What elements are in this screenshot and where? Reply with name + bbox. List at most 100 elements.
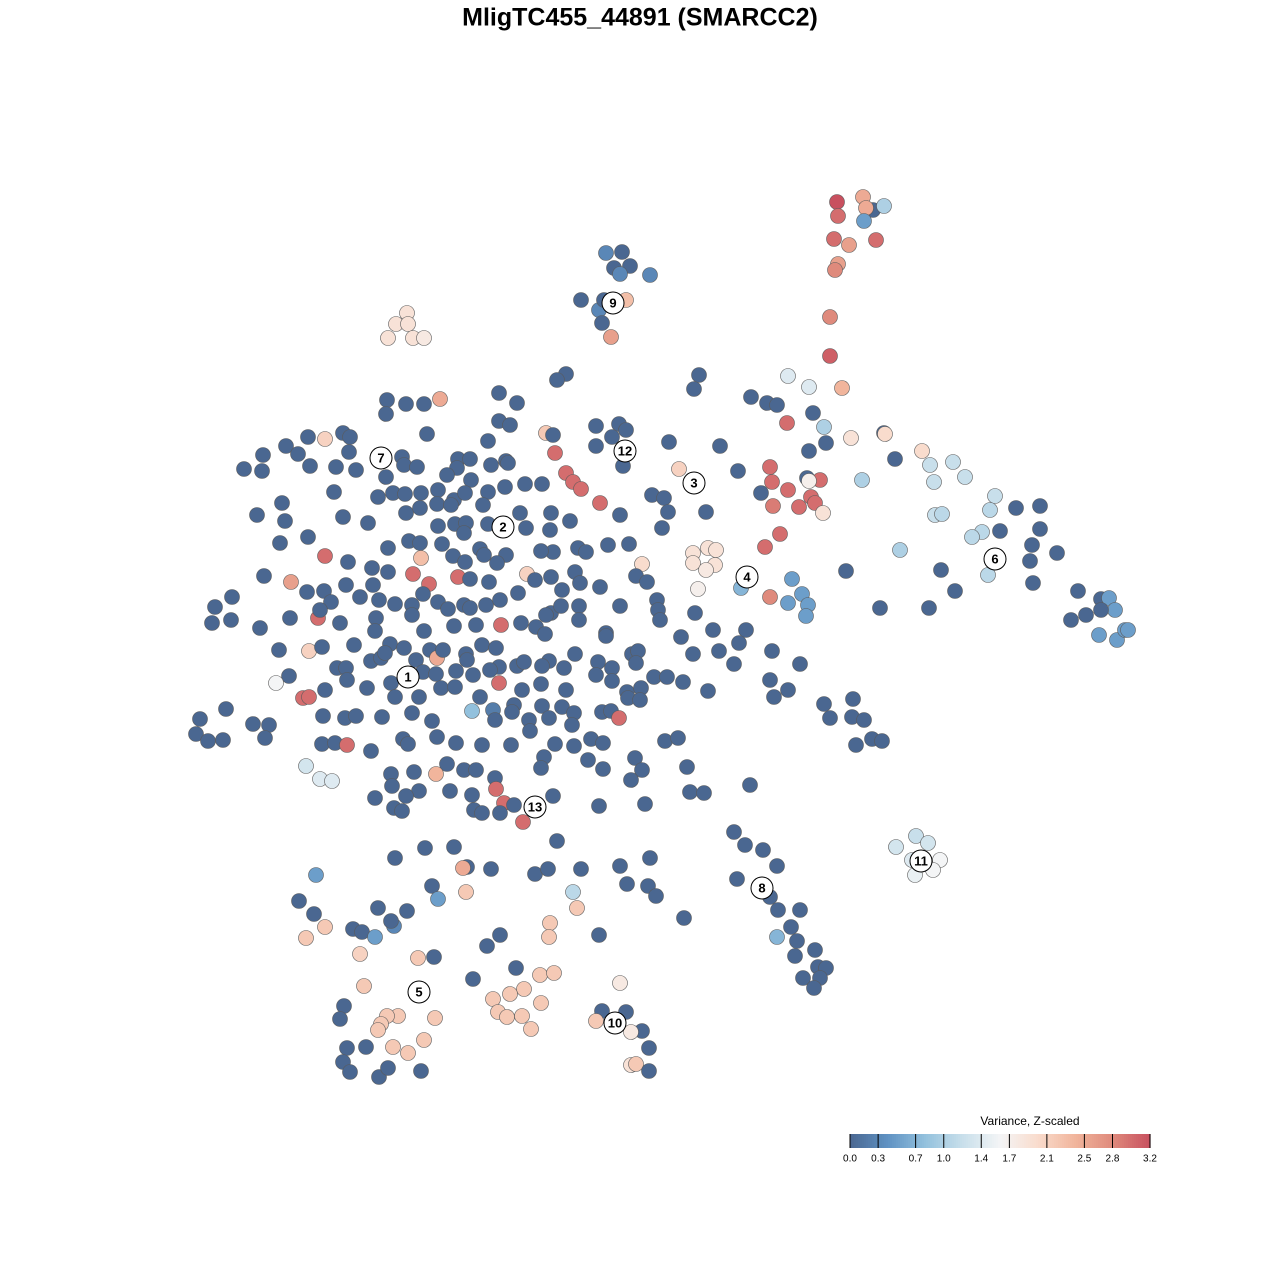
- point: [500, 455, 516, 471]
- point: [845, 691, 861, 707]
- colorbar-segment: [886, 1134, 889, 1148]
- point: [770, 902, 786, 918]
- colorbar-segment: [948, 1134, 951, 1148]
- point: [502, 417, 518, 433]
- points: [188, 189, 1136, 1085]
- colorbar-tick-label: 2.8: [1106, 1154, 1120, 1165]
- colorbar-segment: [1132, 1134, 1135, 1148]
- point: [604, 429, 620, 445]
- point: [619, 876, 635, 892]
- point: [780, 368, 796, 384]
- colorbar-segment: [1084, 1134, 1087, 1148]
- point: [805, 405, 821, 421]
- point: [274, 495, 290, 511]
- point: [553, 598, 569, 614]
- chart-title: MligTC455_44891 (SMARCC2): [462, 4, 818, 32]
- point: [493, 617, 509, 633]
- point: [218, 701, 234, 717]
- point: [278, 438, 294, 454]
- point: [753, 485, 769, 501]
- point: [308, 867, 324, 883]
- annotation-badge: [491, 515, 515, 539]
- point: [542, 915, 558, 931]
- colorbar-segment: [926, 1134, 929, 1148]
- point: [416, 330, 432, 346]
- point: [255, 447, 271, 463]
- annotation-label: 8: [758, 880, 765, 895]
- point: [992, 523, 1008, 539]
- colorbar-segment: [1120, 1134, 1123, 1148]
- point: [634, 762, 650, 778]
- point: [448, 735, 464, 751]
- point: [1025, 575, 1041, 591]
- point: [400, 316, 416, 332]
- point: [737, 837, 753, 853]
- point: [628, 655, 644, 671]
- point: [872, 600, 888, 616]
- point: [1120, 622, 1136, 638]
- point: [488, 640, 504, 656]
- colorbar-segment: [898, 1134, 901, 1148]
- point: [661, 434, 677, 450]
- point: [769, 858, 785, 874]
- point: [591, 927, 607, 943]
- point: [446, 618, 462, 634]
- point: [387, 850, 403, 866]
- colorbar-segment: [1118, 1134, 1121, 1148]
- point: [676, 910, 692, 926]
- colorbar-segment: [986, 1134, 989, 1148]
- point: [479, 938, 495, 954]
- point: [429, 496, 445, 512]
- point: [598, 628, 614, 644]
- annotation-label: 11: [914, 853, 928, 868]
- point: [432, 391, 448, 407]
- colorbar-segment: [964, 1134, 967, 1148]
- point: [595, 735, 611, 751]
- colorbar-segment: [878, 1134, 881, 1148]
- point: [348, 708, 364, 724]
- point: [573, 481, 589, 497]
- point: [573, 292, 589, 308]
- colorbar-segment: [1082, 1134, 1085, 1148]
- point: [474, 805, 490, 821]
- point: [370, 489, 386, 505]
- colorbar-segment: [1106, 1134, 1109, 1148]
- point: [1070, 583, 1086, 599]
- point: [332, 1011, 348, 1027]
- point: [637, 796, 653, 812]
- point: [510, 585, 526, 601]
- point: [780, 682, 796, 698]
- point: [876, 198, 892, 214]
- colorbar-segment: [1026, 1134, 1029, 1148]
- point: [411, 689, 427, 705]
- point: [841, 237, 857, 253]
- point: [612, 975, 628, 991]
- point: [670, 730, 686, 746]
- point: [383, 913, 399, 929]
- point: [514, 1008, 530, 1024]
- point: [856, 712, 872, 728]
- colorbar-segment: [1064, 1134, 1067, 1148]
- colorbar-segment: [1040, 1134, 1043, 1148]
- point: [618, 422, 634, 438]
- colorbar-segment: [880, 1134, 883, 1148]
- point: [826, 231, 842, 247]
- point: [416, 396, 432, 412]
- colorbar-segment: [1148, 1134, 1151, 1148]
- annotation-badge: [682, 471, 706, 495]
- point: [564, 717, 580, 733]
- point: [290, 446, 306, 462]
- colorbar-segment: [912, 1134, 915, 1148]
- point: [686, 381, 702, 397]
- colorbar-segment: [1134, 1134, 1137, 1148]
- point: [712, 438, 728, 454]
- point: [356, 978, 372, 994]
- point: [359, 680, 375, 696]
- point: [858, 200, 874, 216]
- point: [400, 1045, 416, 1061]
- point: [481, 574, 497, 590]
- annotation-badge: [396, 665, 420, 689]
- colorbar-segment: [1114, 1134, 1117, 1148]
- point: [675, 674, 691, 690]
- point: [848, 737, 864, 753]
